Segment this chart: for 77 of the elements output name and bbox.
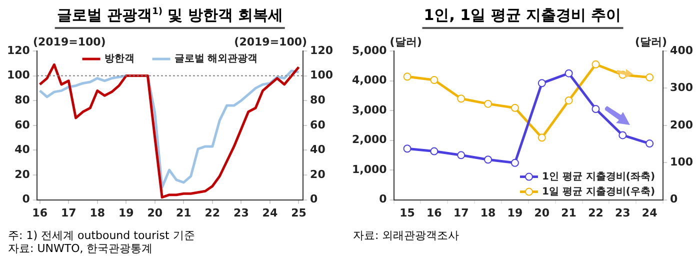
legend-label: 1일 평균 지출경비(우축) bbox=[542, 186, 656, 198]
y2-tick-label: 80 bbox=[310, 93, 326, 106]
x-tick-label: 19 bbox=[118, 206, 134, 220]
y2-tick-label: 20 bbox=[310, 168, 326, 181]
text: 자료: UNWTO, 한국관광통계 bbox=[8, 242, 153, 255]
x-tick-label: 22 bbox=[204, 206, 220, 220]
x-tick-label: 25 bbox=[291, 206, 306, 220]
y-tick-label: 80 bbox=[14, 93, 30, 106]
point bbox=[592, 60, 600, 68]
point bbox=[430, 147, 438, 156]
point bbox=[646, 73, 654, 82]
y2-tick-label: 400 bbox=[670, 44, 694, 57]
text: 주: 1) 전세계 outbound tourist 기준 bbox=[8, 229, 195, 242]
x-tick-label: 24 bbox=[642, 206, 658, 220]
x-tick-label: 21 bbox=[561, 206, 576, 220]
y2-tick-label: 0 bbox=[670, 192, 678, 206]
point bbox=[430, 76, 438, 84]
y-tick-label: 60 bbox=[14, 118, 30, 132]
point bbox=[564, 96, 573, 104]
y2-axis-title: (달러) bbox=[634, 35, 668, 48]
text: 자료: 외래관광객조사 bbox=[353, 229, 460, 242]
y-tick-label: 100 bbox=[6, 68, 30, 82]
y-tick-label: 0 bbox=[22, 192, 30, 206]
x-tick-label: 22 bbox=[588, 206, 604, 220]
x-tick-label: 18 bbox=[480, 206, 496, 220]
x-tick-label: 18 bbox=[90, 206, 106, 220]
x-tick-label: 20 bbox=[147, 206, 163, 220]
legend-label: 방한객 bbox=[104, 54, 134, 65]
x-tick-label: 19 bbox=[507, 206, 523, 220]
point bbox=[484, 100, 492, 108]
x-tick-label: 23 bbox=[234, 206, 249, 220]
y-tick-label: 1,000 bbox=[352, 162, 388, 176]
y2-tick-label: 200 bbox=[670, 118, 694, 132]
point bbox=[538, 79, 546, 88]
point bbox=[538, 134, 546, 142]
y2-tick-label: 60 bbox=[310, 118, 326, 132]
y-axis-title: (달러) bbox=[390, 35, 422, 48]
y-tick-label: 2,000 bbox=[352, 133, 388, 146]
x-tick-label: 21 bbox=[176, 206, 192, 220]
y-tick-label: 4,000 bbox=[352, 74, 388, 87]
x-tick-label: 16 bbox=[426, 206, 442, 220]
y2-tick-label: 100 bbox=[670, 155, 694, 168]
point bbox=[403, 72, 412, 81]
y-tick-label: 5,000 bbox=[352, 44, 388, 57]
y2-tick-label: 40 bbox=[310, 143, 326, 156]
point bbox=[403, 144, 412, 153]
y2-tick-label: 100 bbox=[310, 68, 334, 82]
y-tick-label: 40 bbox=[14, 143, 30, 156]
y-axis-title: (2019=100) bbox=[32, 35, 106, 48]
point bbox=[564, 69, 573, 78]
x-tick-label: 16 bbox=[32, 206, 48, 220]
point bbox=[646, 140, 654, 148]
x-tick-label: 15 bbox=[400, 206, 415, 220]
x-tick-label: 17 bbox=[60, 206, 76, 220]
y2-tick-label: 120 bbox=[310, 44, 334, 57]
point bbox=[457, 151, 466, 160]
point bbox=[618, 131, 627, 140]
x-tick-label: 17 bbox=[453, 206, 469, 220]
y-tick-label: 20 bbox=[14, 168, 30, 181]
point bbox=[457, 94, 466, 103]
y-tick-label: 3,000 bbox=[352, 103, 388, 116]
x-tick-label: 24 bbox=[262, 206, 278, 220]
chart-title: 글로벌 관광객$^{1)}$ 및 방한객 회복세 bbox=[54, 6, 286, 29]
y2-tick-label: 300 bbox=[670, 81, 694, 94]
y2-axis-title: (2019=100) bbox=[234, 35, 308, 48]
x-tick-label: 20 bbox=[534, 206, 550, 220]
y-tick-label: 0 bbox=[379, 192, 388, 206]
legend-label: 글로벌 해외관광객 bbox=[174, 54, 258, 65]
point bbox=[510, 104, 519, 112]
y2-tick-label: 0 bbox=[310, 192, 318, 206]
legend-label: 1인 평균 지출경비(좌축) bbox=[542, 171, 656, 182]
point bbox=[484, 156, 492, 164]
point bbox=[510, 158, 519, 167]
point bbox=[592, 105, 600, 114]
chart-title: 1인, 1일 평균 지출경비 추이 bbox=[422, 6, 624, 29]
y-tick-label: 120 bbox=[6, 44, 30, 57]
x-tick-label: 23 bbox=[614, 206, 630, 220]
